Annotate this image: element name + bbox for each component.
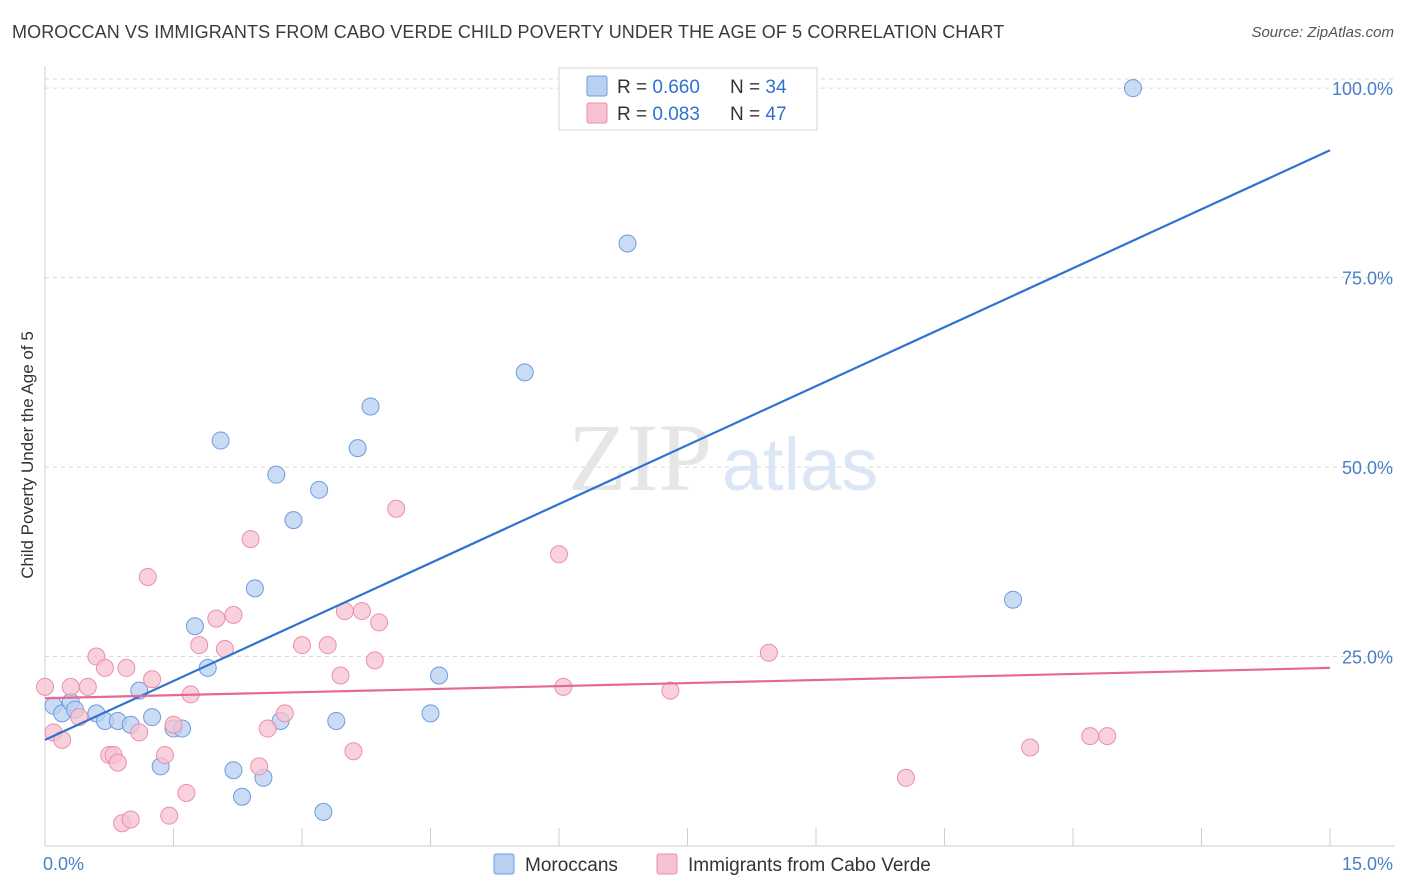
- point-moroccans-20: [267, 465, 286, 484]
- point-cabo-verde-20: [177, 783, 196, 802]
- point-cabo-verde-28: [258, 719, 277, 738]
- stats-swatch-moroccans: [586, 75, 608, 97]
- stats-n-value-cabo-verde: 47: [765, 104, 786, 125]
- watermark-zip: ZIP: [568, 404, 712, 511]
- point-moroccans-9: [143, 708, 162, 727]
- point-cabo-verde-0: [36, 677, 54, 696]
- point-cabo-verde-30: [293, 636, 311, 655]
- point-cabo-verde-10: [108, 753, 127, 772]
- point-cabo-verde-19: [164, 715, 183, 734]
- data-points: [36, 79, 1142, 833]
- point-moroccans-26: [348, 439, 367, 458]
- y-tick-label-25: 25.0%: [1342, 648, 1393, 668]
- point-cabo-verde-37: [370, 613, 389, 632]
- point-cabo-verde-16: [143, 670, 162, 689]
- legend-label-moroccans: Moroccans: [525, 855, 618, 876]
- point-moroccans-22: [284, 511, 303, 530]
- point-cabo-verde-17: [155, 746, 174, 765]
- point-cabo-verde-43: [896, 768, 915, 787]
- point-cabo-verde-22: [190, 636, 209, 655]
- point-cabo-verde-3: [61, 677, 80, 696]
- point-cabo-verde-35: [352, 602, 371, 621]
- stats-r-label-moroccans: R =: [617, 77, 652, 98]
- legend-swatch-cabo-verde: [656, 853, 678, 875]
- point-moroccans-32: [1004, 590, 1023, 609]
- point-cabo-verde-31: [318, 636, 337, 655]
- y-axis-title: Child Poverty Under the Age of 5: [18, 331, 37, 579]
- stats-swatch-cabo-verde: [586, 102, 608, 124]
- point-cabo-verde-36: [365, 651, 384, 670]
- point-moroccans-27: [361, 397, 380, 416]
- point-moroccans-13: [185, 617, 204, 636]
- trend-line-moroccans: [44, 149, 1331, 741]
- point-cabo-verde-5: [78, 677, 97, 696]
- point-moroccans-15: [211, 431, 230, 450]
- point-cabo-verde-27: [250, 757, 269, 776]
- point-moroccans-31: [618, 234, 637, 253]
- point-moroccans-29: [421, 704, 440, 723]
- stats-n-value-moroccans: 34: [765, 77, 787, 98]
- trend-line-cabo-verde: [44, 666, 1331, 700]
- point-cabo-verde-29: [275, 704, 294, 723]
- point-moroccans-30: [515, 363, 534, 382]
- point-cabo-verde-12: [117, 658, 136, 677]
- source-label: Source: ZipAtlas.com: [1251, 24, 1394, 41]
- stats-n-label-moroccans: N =: [730, 77, 765, 98]
- stats-r-value-moroccans: 0.660: [652, 77, 700, 98]
- point-moroccans-17: [233, 787, 252, 806]
- point-cabo-verde-38: [387, 499, 406, 518]
- watermark-atlas: atlas: [722, 423, 878, 506]
- point-moroccans-16: [224, 761, 243, 780]
- point-cabo-verde-39: [550, 545, 568, 564]
- point-cabo-verde-42: [759, 643, 778, 662]
- point-moroccans-23: [310, 480, 329, 499]
- point-moroccans-18: [245, 579, 264, 598]
- stats-r-label-cabo-verde: R =: [617, 104, 652, 125]
- point-cabo-verde-25: [224, 605, 243, 624]
- tick-labels: 25.0% 50.0% 75.0% 100.0% 0.0% 15.0%: [43, 79, 1393, 874]
- point-cabo-verde-32: [331, 666, 350, 685]
- svg-text:R = 0.660: R = 0.660: [617, 77, 700, 98]
- x-tick-label-end: 15.0%: [1342, 854, 1393, 874]
- chart-title: MOROCCAN VS IMMIGRANTS FROM CABO VERDE C…: [12, 22, 1005, 42]
- svg-text:R = 0.083: R = 0.083: [617, 104, 700, 125]
- point-cabo-verde-23: [207, 609, 226, 628]
- stats-r-value-cabo-verde: 0.083: [652, 104, 700, 125]
- axes: [44, 66, 1395, 847]
- x-tick-label-start: 0.0%: [43, 854, 84, 874]
- point-cabo-verde-14: [130, 723, 149, 742]
- y-tick-label-100: 100.0%: [1332, 79, 1393, 99]
- trend-lines: [44, 149, 1331, 741]
- point-cabo-verde-46: [1098, 727, 1117, 746]
- point-cabo-verde-7: [95, 658, 114, 677]
- legend-swatch-moroccans: [493, 853, 515, 875]
- point-moroccans-33: [1123, 79, 1142, 98]
- point-moroccans-28: [430, 666, 449, 685]
- point-moroccans-24: [314, 802, 333, 821]
- gridlines: [45, 78, 1395, 658]
- point-cabo-verde-41: [661, 681, 680, 700]
- point-cabo-verde-34: [344, 742, 363, 761]
- series-legend: Moroccans Immigrants from Cabo Verde: [493, 853, 931, 876]
- point-cabo-verde-45: [1081, 727, 1100, 746]
- stats-legend: R = 0.660 N = 34 R = 0.083 N = 47: [558, 67, 818, 131]
- point-cabo-verde-13: [121, 810, 140, 829]
- svg-text:N = 47: N = 47: [730, 104, 787, 125]
- y-tick-label-50: 50.0%: [1342, 458, 1393, 478]
- legend-label-cabo-verde: Immigrants from Cabo Verde: [688, 855, 931, 876]
- point-cabo-verde-18: [160, 806, 179, 825]
- point-moroccans-25: [327, 711, 346, 730]
- stats-n-label-cabo-verde: N =: [730, 104, 765, 125]
- point-cabo-verde-44: [1021, 738, 1040, 757]
- point-cabo-verde-26: [241, 530, 260, 549]
- y-tick-label-75: 75.0%: [1342, 269, 1393, 289]
- svg-text:N = 34: N = 34: [730, 77, 787, 98]
- point-cabo-verde-15: [138, 567, 157, 586]
- watermark: ZIP atlas: [568, 404, 878, 511]
